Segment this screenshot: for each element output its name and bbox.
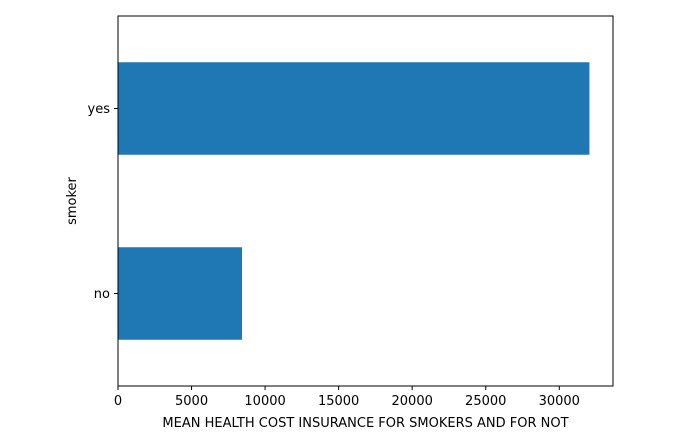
x-tick-label: 5000 bbox=[175, 394, 208, 409]
bars-layer bbox=[118, 62, 590, 340]
x-tick-label: 0 bbox=[114, 394, 122, 409]
y-tick-label: no bbox=[94, 287, 110, 302]
plot-frame bbox=[117, 15, 614, 387]
x-tick-label: 10000 bbox=[244, 394, 285, 409]
y-axis-ticks: no yes bbox=[88, 102, 118, 302]
x-axis-ticks: 0 5000 10000 15000 20000 25000 30000 bbox=[114, 386, 580, 409]
x-tick-label: 30000 bbox=[539, 394, 580, 409]
x-tick-label: 15000 bbox=[318, 394, 359, 409]
bar-yes bbox=[118, 62, 590, 155]
x-tick-label: 20000 bbox=[392, 394, 433, 409]
x-tick-label: 25000 bbox=[465, 394, 506, 409]
bar-no bbox=[118, 247, 243, 340]
x-axis-label: MEAN HEALTH COST INSURANCE FOR SMOKERS A… bbox=[162, 416, 568, 431]
y-axis-label: smoker bbox=[65, 176, 80, 224]
y-tick-label: yes bbox=[88, 102, 111, 117]
